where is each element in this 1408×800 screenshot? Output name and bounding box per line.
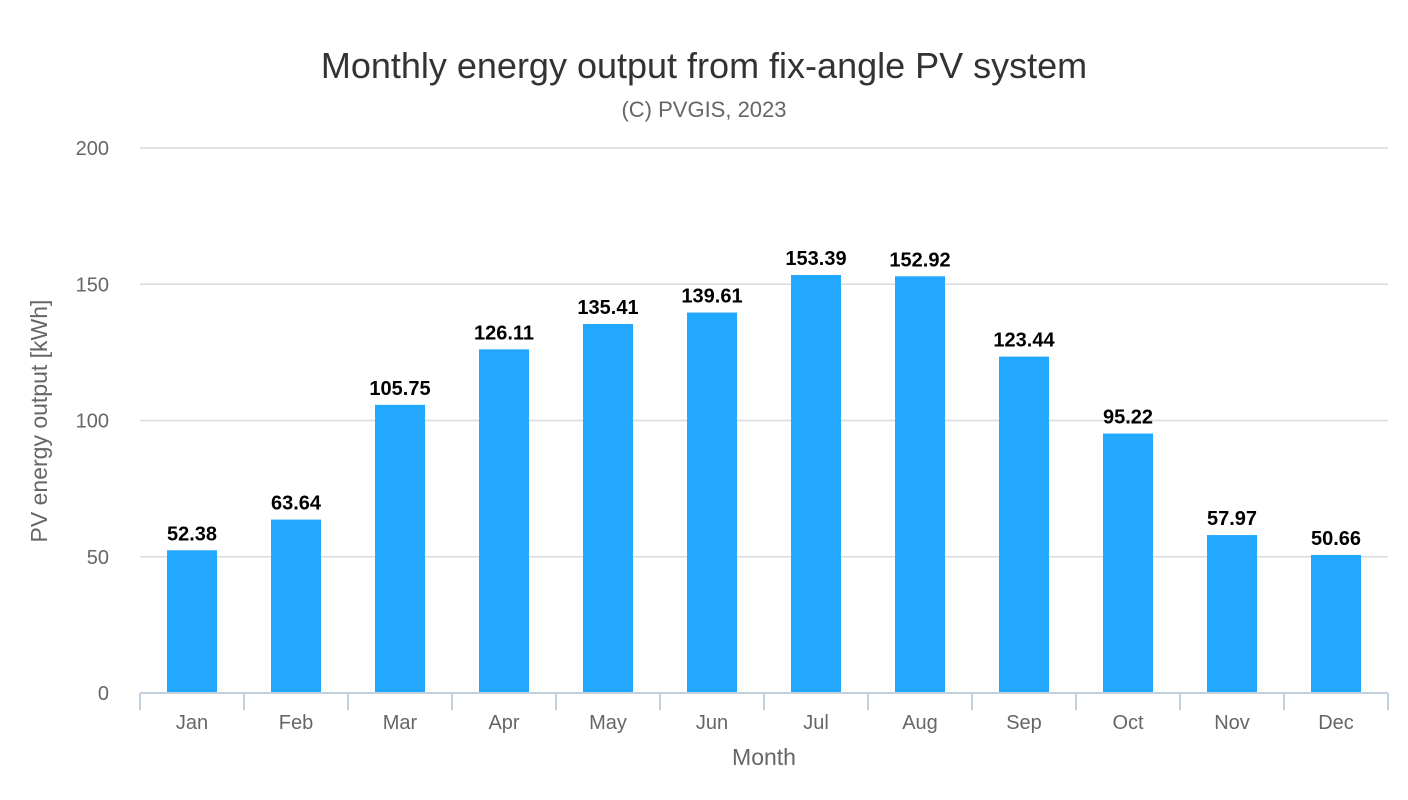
data-label: 105.75 bbox=[369, 378, 430, 400]
data-label: 135.41 bbox=[577, 297, 638, 319]
bar bbox=[1103, 433, 1153, 693]
y-tick-label: 100 bbox=[76, 411, 109, 433]
data-label: 50.66 bbox=[1311, 528, 1361, 550]
x-tick-label: Nov bbox=[1214, 712, 1250, 734]
bar bbox=[895, 276, 945, 693]
bar bbox=[167, 550, 217, 693]
x-tick-label: Jul bbox=[803, 712, 829, 734]
x-tick-label: Apr bbox=[488, 712, 519, 734]
bar bbox=[791, 275, 841, 693]
data-label: 95.22 bbox=[1103, 407, 1153, 429]
gridlines bbox=[140, 147, 1388, 558]
x-axis-title: Month bbox=[732, 744, 796, 770]
data-labels: 52.38 63.64 105.75 126.11 135.41 139.61 153.39… bbox=[167, 248, 1361, 550]
bar bbox=[687, 312, 737, 693]
data-label: 126.11 bbox=[474, 322, 534, 344]
data-label: 152.92 bbox=[889, 249, 950, 271]
y-axis-ticks: 0 50 100 150 200 bbox=[76, 138, 109, 705]
x-tick-label: Aug bbox=[902, 712, 938, 734]
chart-title: Monthly energy output from fix-angle PV … bbox=[321, 45, 1087, 86]
data-label: 52.38 bbox=[167, 523, 217, 545]
data-label: 63.64 bbox=[271, 493, 322, 515]
bar bbox=[479, 349, 529, 693]
data-label: 57.97 bbox=[1207, 508, 1257, 530]
x-tick-label: Mar bbox=[383, 712, 418, 734]
x-tick-label: Sep bbox=[1006, 712, 1042, 734]
bar bbox=[1207, 535, 1257, 693]
x-axis: Jan Feb Mar Apr May Jun Jul Aug Sep Oct Nov Dec bbox=[139, 692, 1389, 734]
x-tick-label: Oct bbox=[1112, 712, 1144, 734]
y-tick-label: 0 bbox=[98, 683, 109, 705]
bar bbox=[271, 519, 321, 693]
x-tick-label: Feb bbox=[279, 712, 313, 734]
bar bbox=[1311, 554, 1361, 693]
data-label: 153.39 bbox=[785, 248, 846, 270]
x-tick-label: Dec bbox=[1318, 712, 1354, 734]
y-tick-label: 150 bbox=[76, 274, 109, 296]
chart-subtitle: (C) PVGIS, 2023 bbox=[621, 97, 786, 122]
data-label: 139.61 bbox=[681, 286, 742, 308]
y-axis-title: PV energy output [kWh] bbox=[26, 300, 52, 543]
bar bbox=[999, 356, 1049, 693]
data-label: 123.44 bbox=[993, 330, 1055, 352]
x-tick-label: Jun bbox=[696, 712, 728, 734]
y-tick-label: 200 bbox=[76, 138, 109, 160]
bar bbox=[375, 404, 425, 693]
x-tick-label: May bbox=[589, 712, 627, 734]
bar bbox=[583, 324, 633, 693]
x-tick-label: Jan bbox=[176, 712, 208, 734]
y-tick-label: 50 bbox=[87, 547, 109, 569]
bars bbox=[167, 275, 1361, 693]
